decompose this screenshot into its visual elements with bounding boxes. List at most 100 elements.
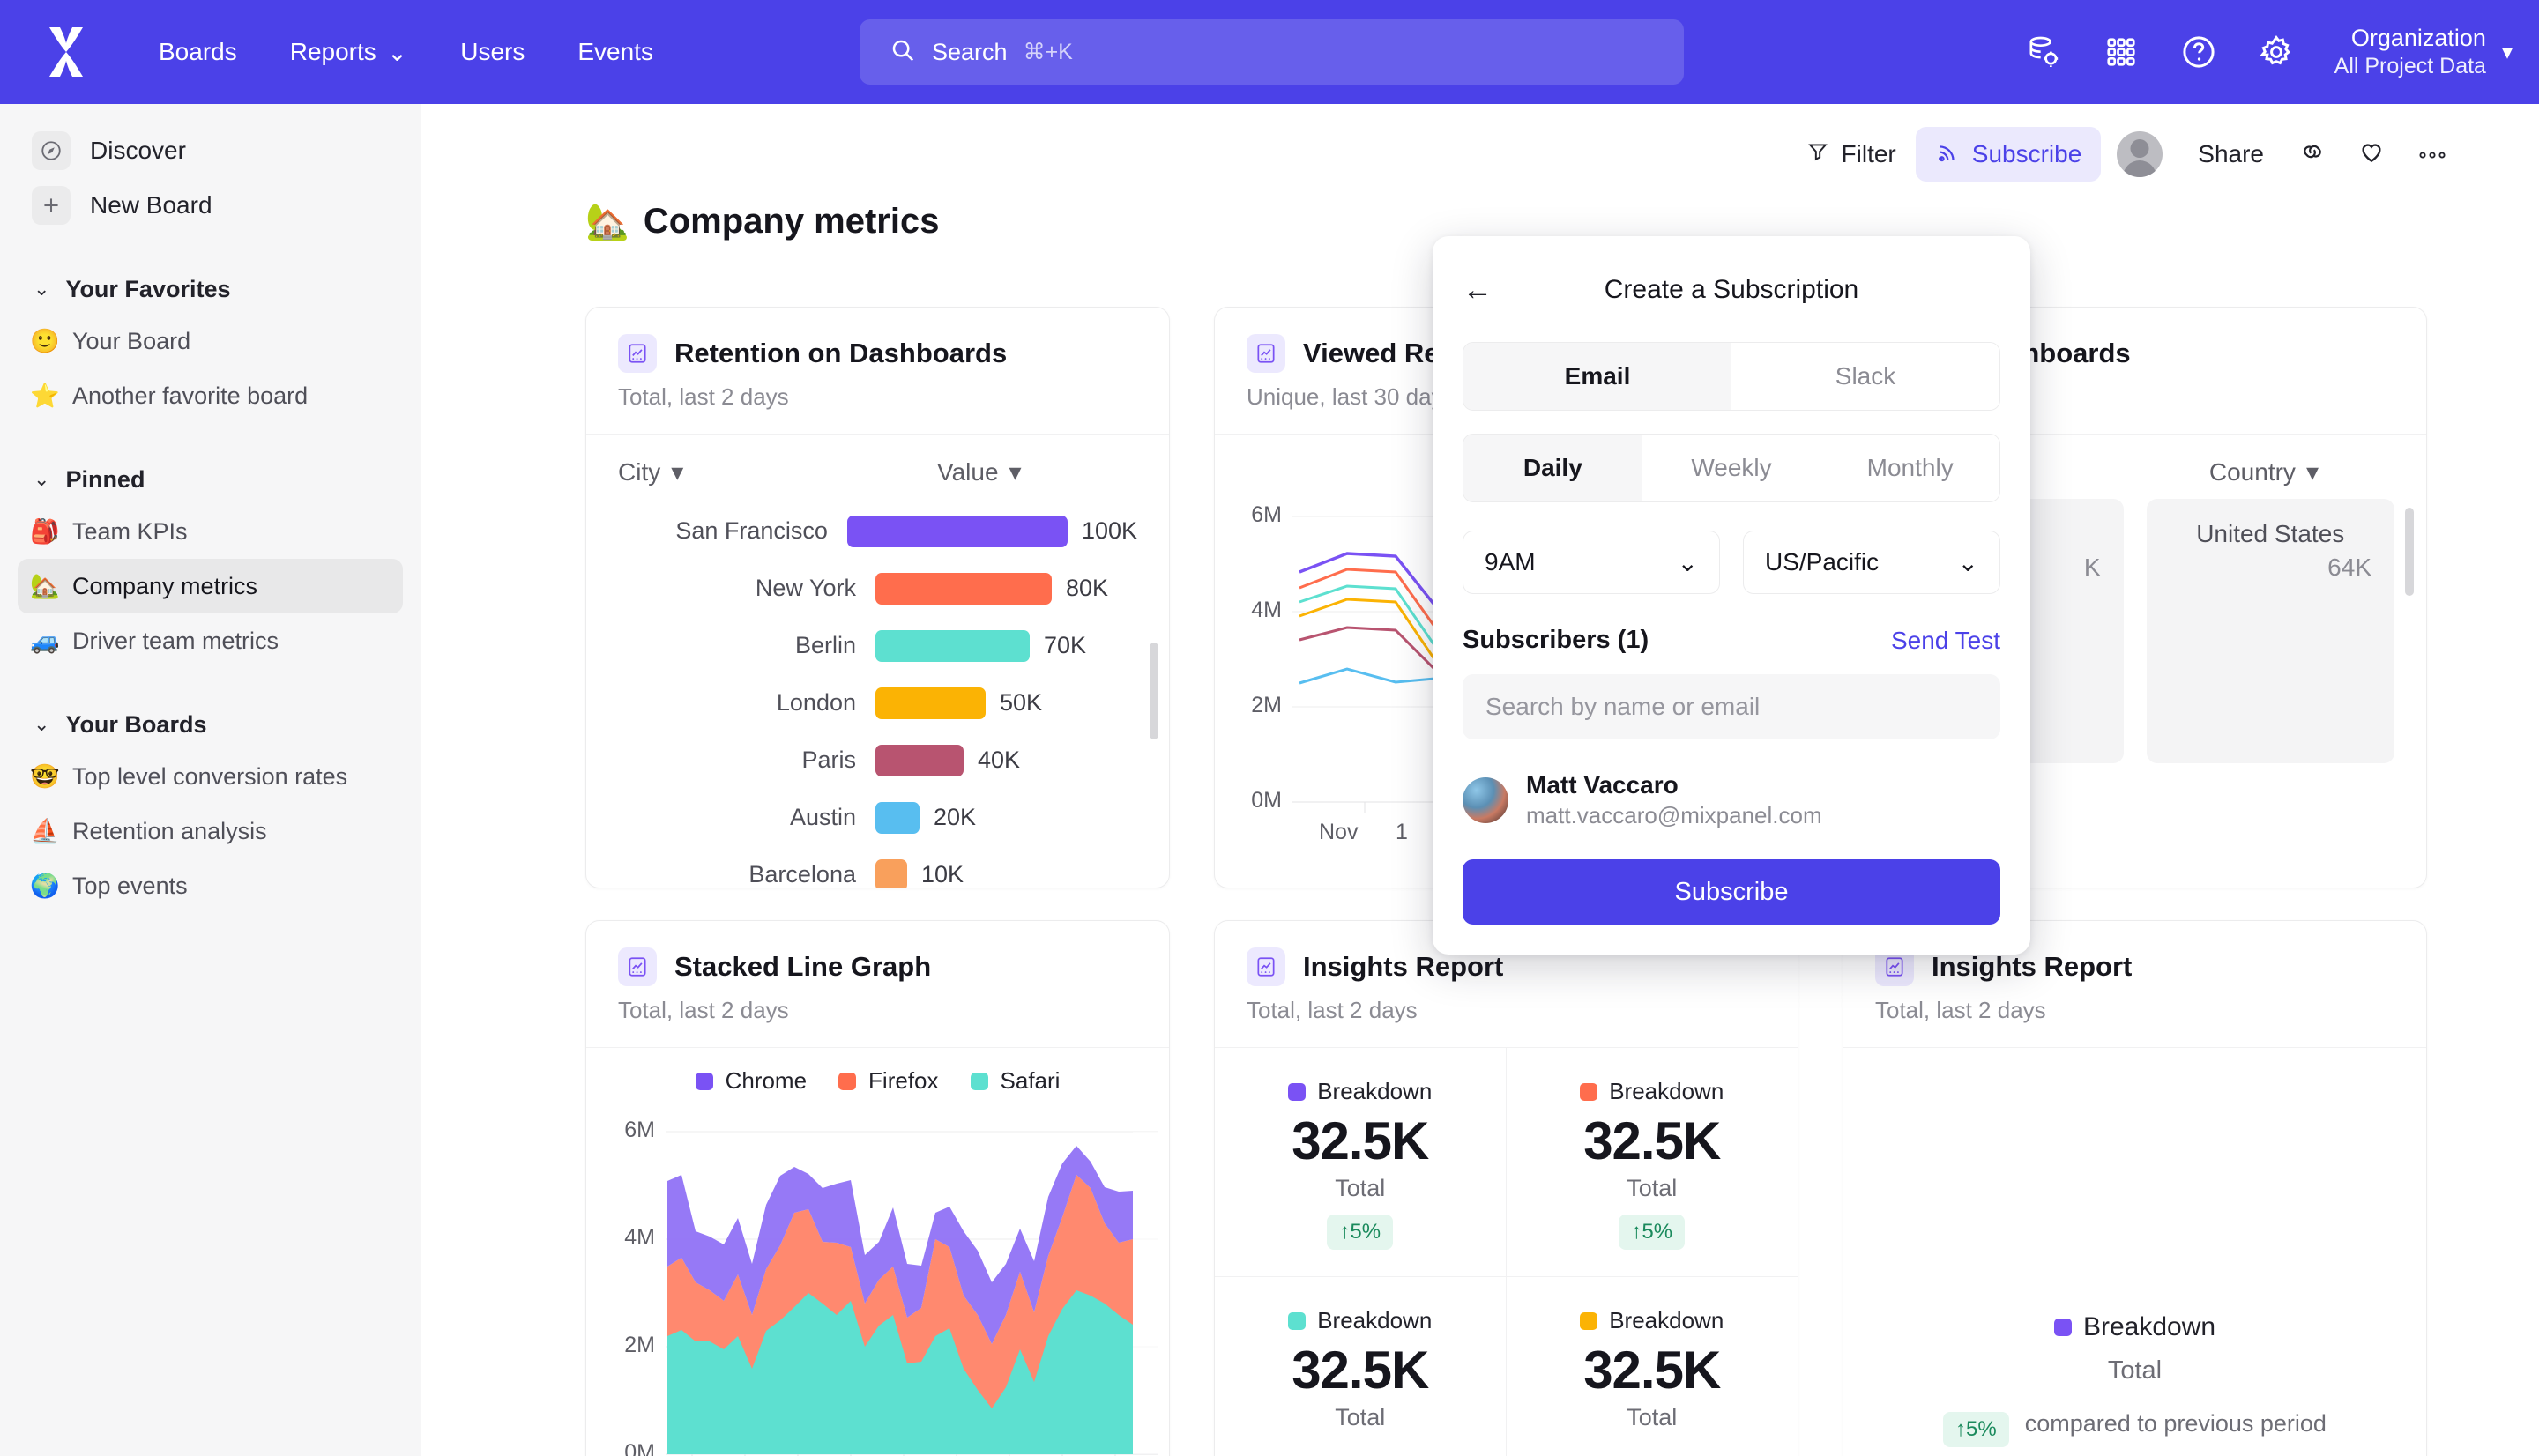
share-button[interactable]: Share [2178,127,2283,182]
nav-link-reports[interactable]: Reports ⌄ [264,38,435,67]
subscribe-submit-button[interactable]: Subscribe [1463,859,2000,925]
bar-chart-row[interactable]: New York 80K [586,560,1169,617]
nav-link-users[interactable]: Users [434,38,551,66]
y-tick-0m: 0M [624,1440,655,1456]
gear-icon[interactable] [2245,20,2308,84]
bar-category-label: Barcelona [748,861,856,888]
apps-grid-icon[interactable] [2089,20,2153,84]
scrollbar-thumb[interactable] [2405,508,2414,596]
modal-title: Create a Subscription [1604,275,1859,304]
sidebar-item-driver-team-metrics[interactable]: 🚙 Driver team metrics [18,613,403,668]
tab-email[interactable]: Email [1463,343,1731,410]
card-title: Insights Report [1932,951,2133,982]
sidebar-item-top-events[interactable]: 🌍 Top events [18,858,403,913]
tab-slack[interactable]: Slack [1731,343,1999,410]
time-select[interactable]: 9AM ⌄ [1463,531,1720,594]
column-header-city[interactable]: City ▾ [618,457,684,487]
legend-item-chrome[interactable]: Chrome [695,1067,807,1095]
subscriber-name: Matt Vaccaro [1526,771,1679,799]
sidebar-section-label: Your Boards [65,710,207,738]
card-stacked-line-graph[interactable]: Stacked Line Graph Total, last 2 days Ch… [585,920,1170,1456]
sidebar-section-your-boards[interactable]: ⌄ Your Boards [23,700,398,749]
send-test-link[interactable]: Send Test [1890,626,2000,654]
back-arrow-icon[interactable]: ← [1463,273,1493,307]
subscriber-email: matt.vaccaro@mixpanel.com [1526,802,1822,828]
channel-tab-group: Email Slack [1463,342,2000,411]
sidebar-item-new-board[interactable]: New Board [23,178,398,233]
bar-chart-row[interactable]: Barcelona 10K [586,846,1169,888]
bar-chart-row[interactable]: Paris 40K [586,732,1169,789]
plus-icon [32,186,71,225]
tab-monthly[interactable]: Monthly [1820,435,1999,501]
bar-chart-row[interactable]: Berlin 70K [586,617,1169,674]
insights-metric-cell: Breakdown 32.5K Total ↑5% [1215,1048,1507,1277]
delta-badge: ↑5% [1327,1215,1394,1250]
legend-color-swatch [838,1072,857,1090]
metric-value: 32.5K [1292,1341,1429,1400]
bar-fill [846,515,1068,547]
insights-single-metric: Breakdown Total ↑5% compared to previous… [1843,1048,2426,1447]
sidebar-section-your-favorites[interactable]: ⌄ Your Favorites [23,264,398,314]
heart-icon [2357,137,2386,172]
x-tick-1: 1 [1396,820,1408,844]
subscribers-header-row: Subscribers (1) Send Test [1463,626,2000,655]
bar-chart-row[interactable]: San Francisco 100K [586,502,1169,560]
sidebar-item-retention-analysis[interactable]: ⛵ Retention analysis [18,804,403,858]
time-select-value: 9AM [1485,548,1536,576]
subscriber-search-input[interactable]: Search by name or email [1463,674,2000,739]
bar-chart-row[interactable]: Austin 20K [586,789,1169,846]
card-title: Stacked Line Graph [674,951,932,982]
sidebar-item-your-board[interactable]: 🙂 Your Board [18,314,403,368]
scrollbar-thumb[interactable] [1150,643,1158,739]
nav-label: Reports [289,38,376,65]
sidebar-item-company-metrics[interactable]: 🏡 Company metrics [18,559,403,613]
copy-link-button[interactable] [2283,127,2342,182]
mixpanel-logo[interactable] [0,26,132,78]
tab-weekly[interactable]: Weekly [1642,435,1821,501]
organization-switcher[interactable]: Organization All Project Data ▾ [2334,24,2513,81]
top-nav-right-group: Organization All Project Data ▾ [2005,0,2513,104]
sidebar-section-pinned[interactable]: ⌄ Pinned [23,455,398,504]
card-retention-on-dashboards-city[interactable]: Retention on Dashboards Total, last 2 da… [585,307,1170,888]
nav-link-events[interactable]: Events [551,38,680,66]
column-header-value[interactable]: Value ▾ [937,457,1022,487]
bar-value-label: 10K [921,861,964,888]
legend-item-firefox[interactable]: Firefox [838,1067,939,1095]
bar-value-label: 20K [934,804,977,830]
bar-chart-column-headers: City ▾ Value ▾ [586,435,1169,495]
nav-link-boards[interactable]: Boards [132,38,264,66]
chevron-down-icon: ⌄ [386,38,408,66]
favorite-button[interactable] [2342,127,2401,182]
subscribe-button[interactable]: Subscribe [1915,127,2102,182]
timezone-select[interactable]: US/Pacific ⌄ [1743,531,2000,594]
card-insights-report-quad[interactable]: Insights Report Total, last 2 days Break… [1214,920,1798,1456]
legend-label: Breakdown [1317,1307,1433,1333]
filter-icon [1806,140,1829,169]
card-subtitle: Total, last 2 days [618,383,789,410]
metric-total-label: Total [1627,1175,1678,1201]
card-insights-report-single[interactable]: Insights Report Total, last 2 days Break… [1843,920,2427,1456]
metric-value: 32.5K [1583,1111,1721,1170]
metric-value: 32.5K [1583,1341,1721,1400]
data-source-icon[interactable] [2012,20,2075,84]
avatar[interactable] [2117,131,2163,177]
report-chart-icon [618,334,657,373]
card-header: Stacked Line Graph Total, last 2 days [586,921,1169,1048]
share-label: Share [2198,140,2264,167]
sidebar-item-top-level-conversion-rates[interactable]: 🤓 Top level conversion rates [18,749,403,804]
bar-fill [875,629,1030,662]
help-circle-icon[interactable] [2167,20,2230,84]
metric-legend: Breakdown [1224,1078,1497,1105]
bar-chart-row[interactable]: London 50K [586,674,1169,732]
filter-button[interactable]: Filter [1787,127,1916,182]
legend-item-safari[interactable]: Safari [970,1067,1060,1095]
sidebar-item-another-favorite-board[interactable]: ⭐ Another favorite board [18,368,403,423]
tab-daily[interactable]: Daily [1463,435,1642,501]
subscriber-list-item[interactable]: Matt Vaccaro matt.vaccaro@mixpanel.com [1463,771,2000,829]
sidebar-item-team-kpis[interactable]: 🎒 Team KPIs [18,504,403,559]
more-options-button[interactable] [2401,127,2463,182]
column-header-country[interactable]: Country ▾ [2208,457,2319,487]
sidebar-item-discover[interactable]: Discover [23,123,398,178]
global-search-input[interactable]: Search ⌘+K [860,19,1684,85]
legend-color-swatch [1288,1311,1307,1330]
